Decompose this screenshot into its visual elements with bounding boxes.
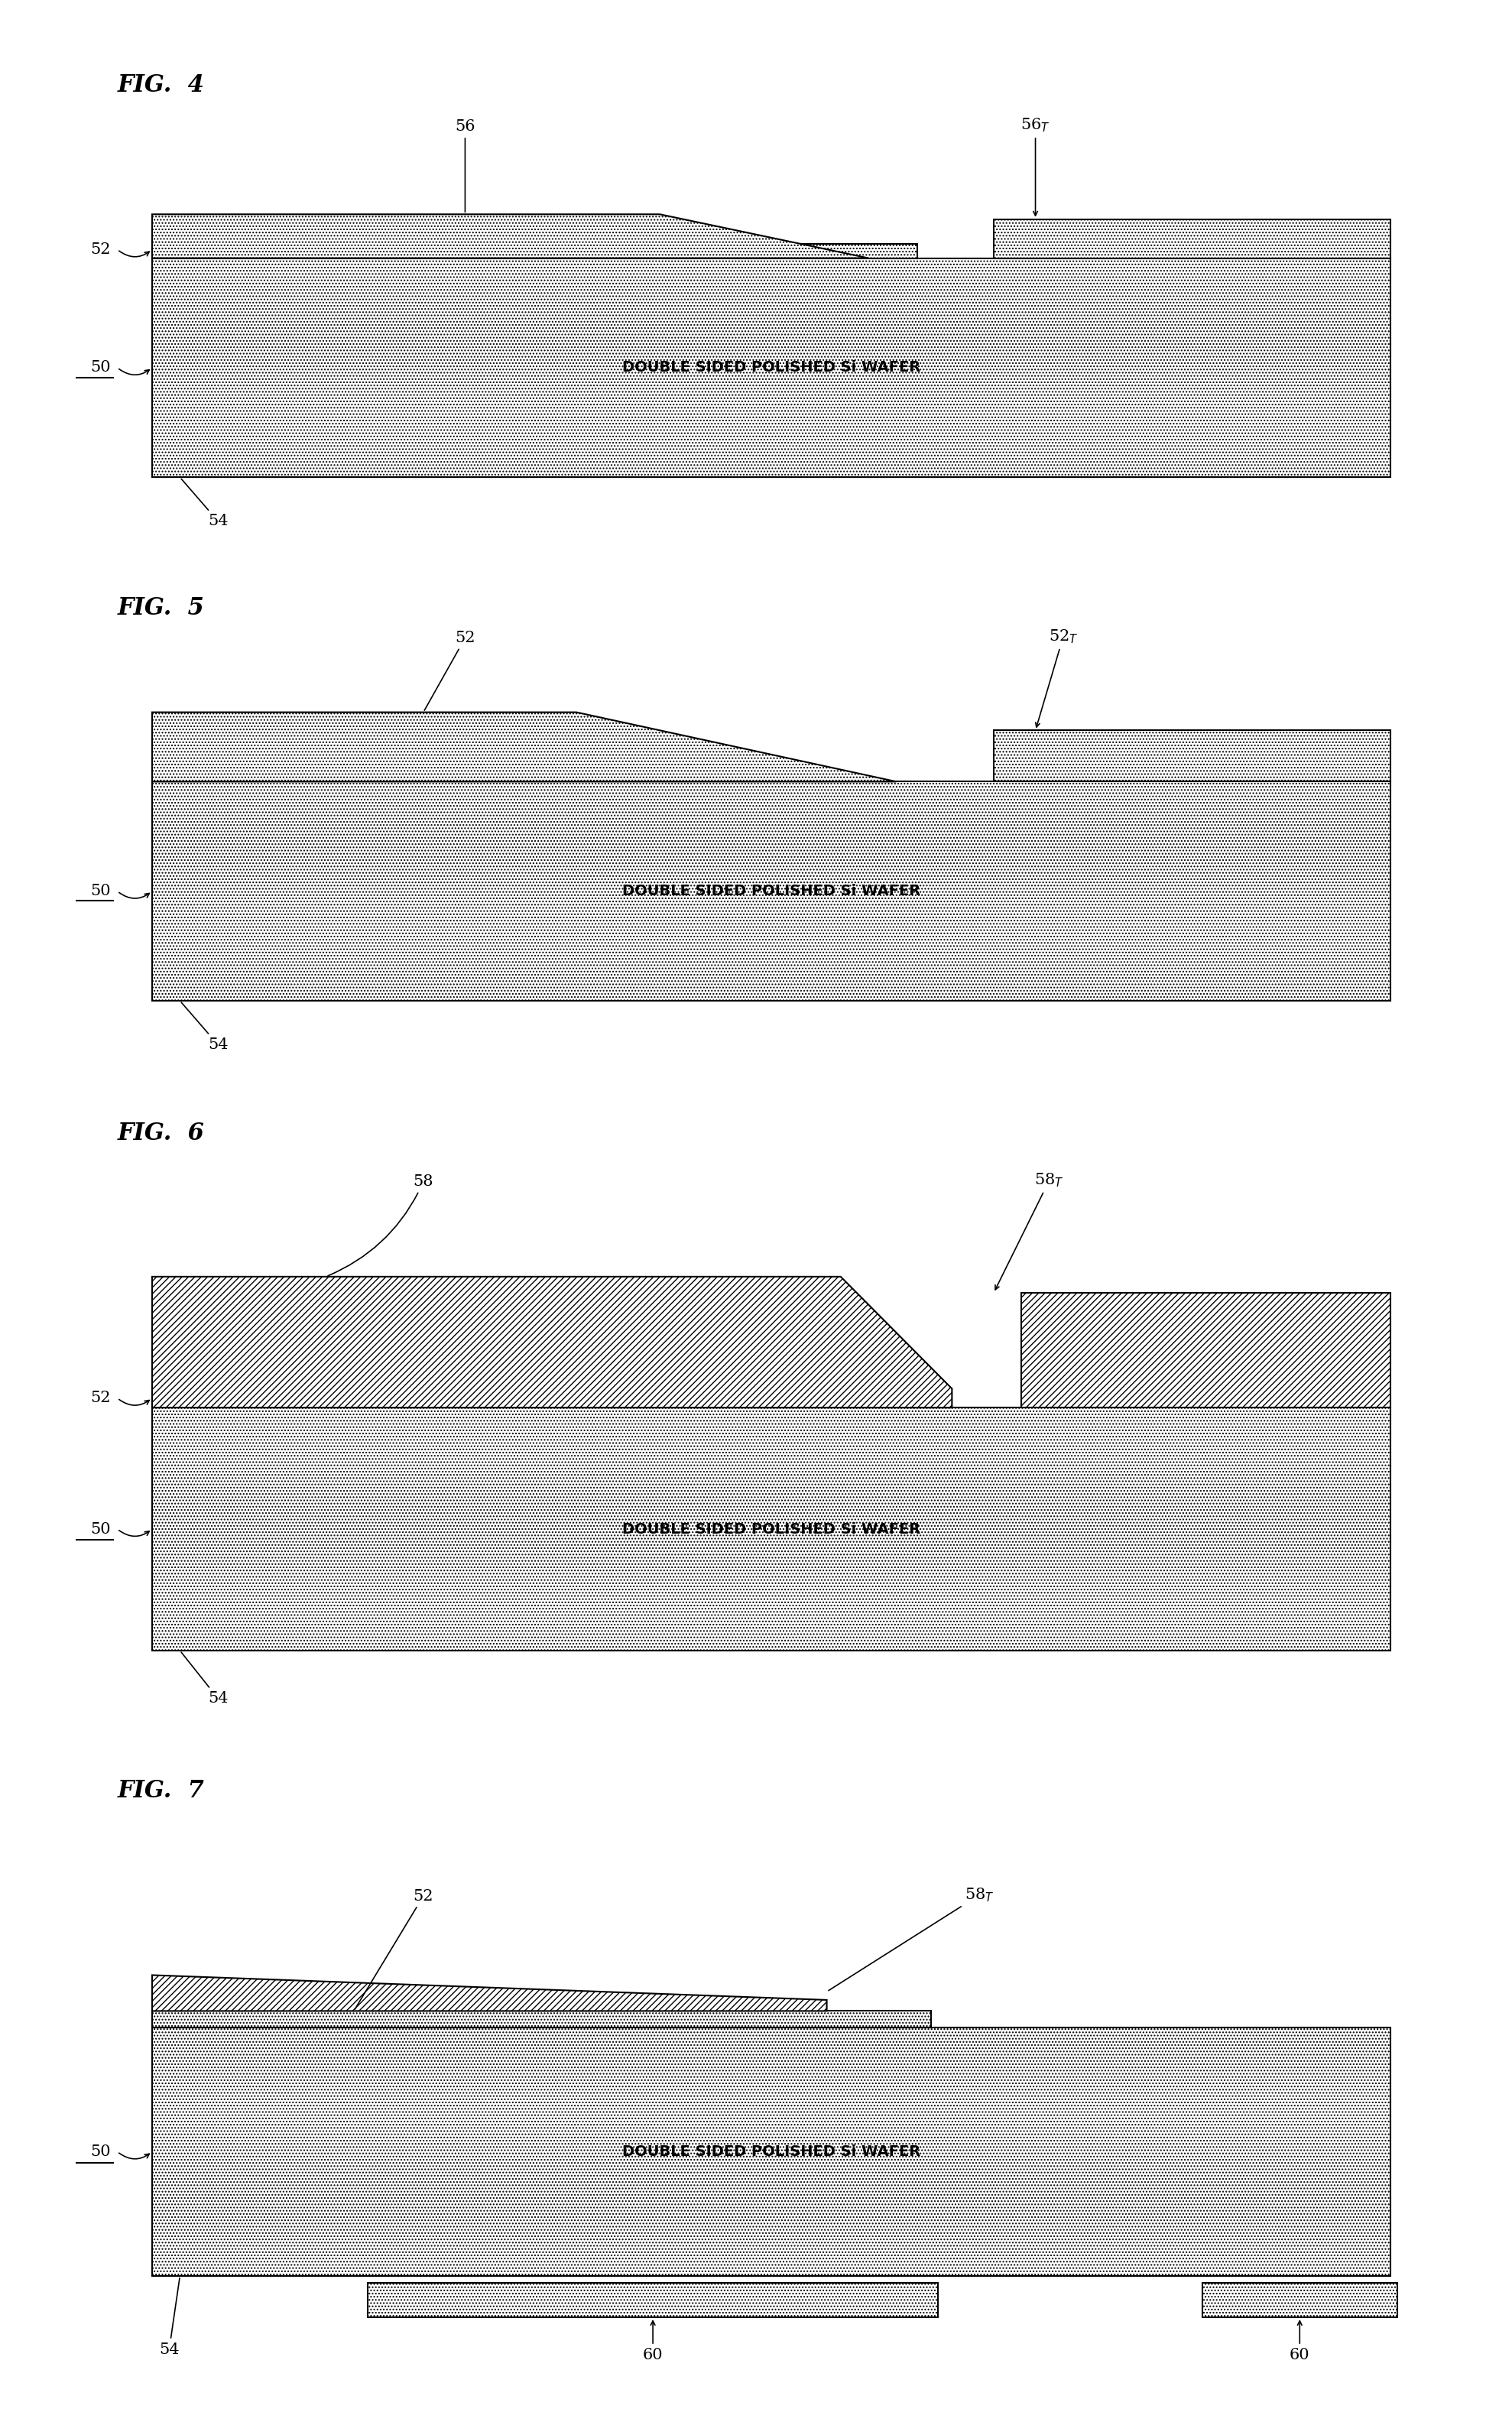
Polygon shape [153,214,868,258]
Text: FIG.  5: FIG. 5 [118,597,204,621]
Text: 50: 50 [91,1522,110,1536]
Bar [153,258,1390,477]
Bar [153,2028,1390,2277]
Text: 56$_T$: 56$_T$ [1021,117,1051,217]
Bar [153,244,918,258]
Text: DOUBLE SIDED POLISHED Si WAFER: DOUBLE SIDED POLISHED Si WAFER [621,360,921,375]
Text: DOUBLE SIDED POLISHED Si WAFER: DOUBLE SIDED POLISHED Si WAFER [621,2145,921,2160]
Polygon shape [153,1276,953,1407]
Polygon shape [153,1388,953,1407]
Text: 54: 54 [181,1003,228,1052]
Text: 58$_T$: 58$_T$ [829,1887,995,1989]
Text: 54: 54 [181,1653,228,1704]
Text: FIG.  6: FIG. 6 [118,1123,204,1144]
Text: 60: 60 [1290,2321,1309,2362]
Text: 50: 50 [91,360,110,375]
Text: 50: 50 [91,2145,110,2160]
Bar [993,219,1390,258]
Text: 60: 60 [643,2321,664,2362]
Bar [993,730,1390,782]
Polygon shape [153,1975,827,2011]
Text: DOUBLE SIDED POLISHED Si WAFER: DOUBLE SIDED POLISHED Si WAFER [621,884,921,899]
Bar [153,1407,1390,1651]
Polygon shape [153,713,897,782]
Text: 52: 52 [355,1890,434,2009]
Text: FIG.  7: FIG. 7 [118,1780,204,1802]
Text: FIG.  4: FIG. 4 [118,73,204,97]
Bar [1022,1293,1390,1407]
Text: 50: 50 [91,884,110,899]
Bar [367,2284,937,2318]
Text: 54: 54 [159,2279,180,2357]
Text: 58: 58 [328,1174,434,1276]
Bar [1202,2284,1397,2318]
Text: DOUBLE SIDED POLISHED Si WAFER: DOUBLE SIDED POLISHED Si WAFER [621,1522,921,1536]
Text: 52: 52 [91,1390,110,1405]
Text: 54: 54 [181,480,228,528]
Text: 52: 52 [425,631,475,711]
Text: 52$_T$: 52$_T$ [1036,628,1078,728]
Bar [153,2011,931,2028]
Text: 52: 52 [91,244,110,256]
Bar [153,782,1390,1001]
Text: 58$_T$: 58$_T$ [995,1171,1064,1291]
Text: 56: 56 [455,119,475,212]
